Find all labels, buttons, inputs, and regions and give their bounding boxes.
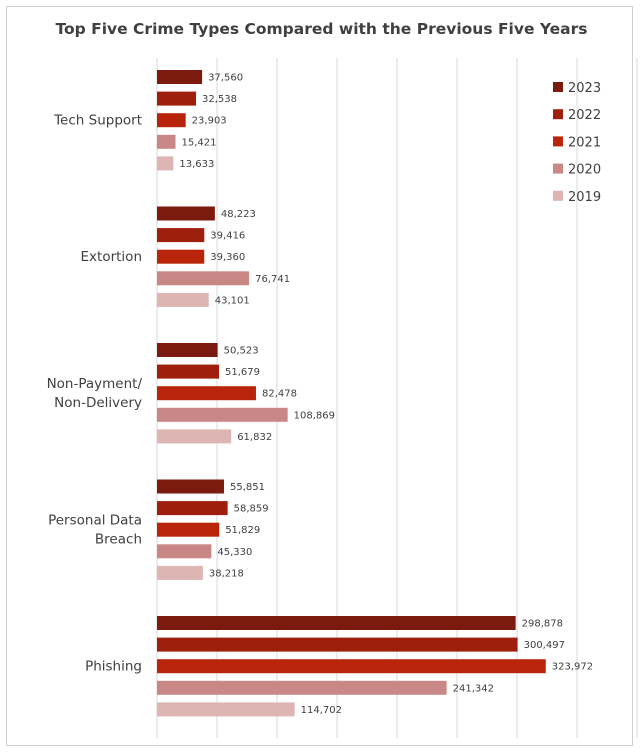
- legend-swatch-2022: [553, 109, 563, 120]
- bar-2021-0: [157, 113, 186, 128]
- data-label: 323,972: [552, 662, 593, 673]
- data-label: 39,416: [210, 231, 245, 242]
- legend-label-2022: 2022: [568, 108, 601, 123]
- bar-2022-3: [157, 501, 228, 516]
- data-label: 300,497: [524, 640, 565, 651]
- bar-2021-4: [157, 659, 546, 674]
- data-label: 45,330: [217, 547, 252, 558]
- bar-2019-4: [157, 702, 295, 717]
- data-label: 37,560: [208, 73, 243, 84]
- category-label: Extortion: [81, 249, 142, 265]
- bar-2020-3: [157, 544, 212, 559]
- data-label: 82,478: [262, 389, 297, 400]
- bar-2020-4: [157, 680, 447, 695]
- category-label: Personal Data Breach: [48, 513, 142, 548]
- legend-label-2021: 2021: [568, 135, 601, 150]
- bar-2019-0: [157, 156, 174, 171]
- chart-title: Top Five Crime Types Compared with the P…: [55, 20, 588, 38]
- data-label: 23,903: [192, 116, 227, 127]
- data-label: 51,829: [225, 525, 260, 536]
- legend: 2023 2022 2021 2020 2019: [553, 81, 601, 205]
- bar-2020-0: [157, 134, 176, 149]
- category-label: Phishing: [85, 659, 142, 675]
- bar-2021-1: [157, 249, 205, 264]
- data-label: 108,869: [294, 410, 335, 421]
- bar-2023-3: [157, 479, 225, 494]
- data-label: 55,851: [230, 482, 265, 493]
- data-label: 32,538: [202, 94, 237, 105]
- data-label: 114,702: [301, 705, 342, 716]
- legend-swatch-2023: [553, 82, 563, 92]
- bar-2023-2: [157, 343, 218, 357]
- legend-label-2023: 2023: [568, 81, 601, 96]
- legend-swatch-2019: [553, 190, 563, 201]
- bar-2023-1: [157, 206, 215, 221]
- bar-2019-1: [157, 292, 209, 307]
- bar-2022-2: [157, 364, 220, 379]
- bar-2021-2: [157, 386, 256, 401]
- bar-2023-0: [157, 70, 203, 84]
- legend-label-2020: 2020: [568, 163, 601, 178]
- bar-2022-0: [157, 91, 197, 106]
- data-label: 61,832: [237, 432, 272, 443]
- bar-2019-3: [157, 565, 203, 580]
- data-label: 50,523: [224, 346, 259, 357]
- legend-swatch-2020: [553, 163, 563, 174]
- data-label: 15,421: [182, 137, 217, 148]
- bar-2023-4: [157, 616, 516, 630]
- data-label: 13,633: [179, 159, 214, 170]
- legend-swatch-2021: [553, 136, 563, 147]
- category-labels: Tech Support Extortion Non-Payment/Non-Del…: [47, 113, 143, 675]
- data-label: 76,741: [255, 274, 290, 285]
- category-label: Non-Payment/Non-Delivery: [47, 376, 143, 411]
- bars: 37,560 32,538 23,903 15,421 13,633 48,223 39,4…: [157, 70, 593, 717]
- data-label: 51,679: [225, 367, 260, 378]
- data-label: 38,218: [209, 568, 244, 579]
- bar-2021-3: [157, 522, 220, 537]
- data-label: 298,878: [522, 619, 563, 630]
- bar-2019-2: [157, 429, 232, 444]
- data-label: 43,101: [215, 295, 250, 306]
- category-label: Tech Support: [53, 113, 142, 129]
- data-label: 48,223: [221, 209, 256, 220]
- bar-2022-4: [157, 637, 518, 652]
- bar-2022-1: [157, 228, 205, 243]
- data-label: 39,360: [210, 252, 245, 263]
- bar-2020-2: [157, 407, 288, 422]
- legend-label-2019: 2019: [568, 190, 601, 205]
- data-label: 241,342: [453, 683, 494, 694]
- bar-2020-1: [157, 271, 250, 286]
- data-label: 58,859: [234, 504, 269, 515]
